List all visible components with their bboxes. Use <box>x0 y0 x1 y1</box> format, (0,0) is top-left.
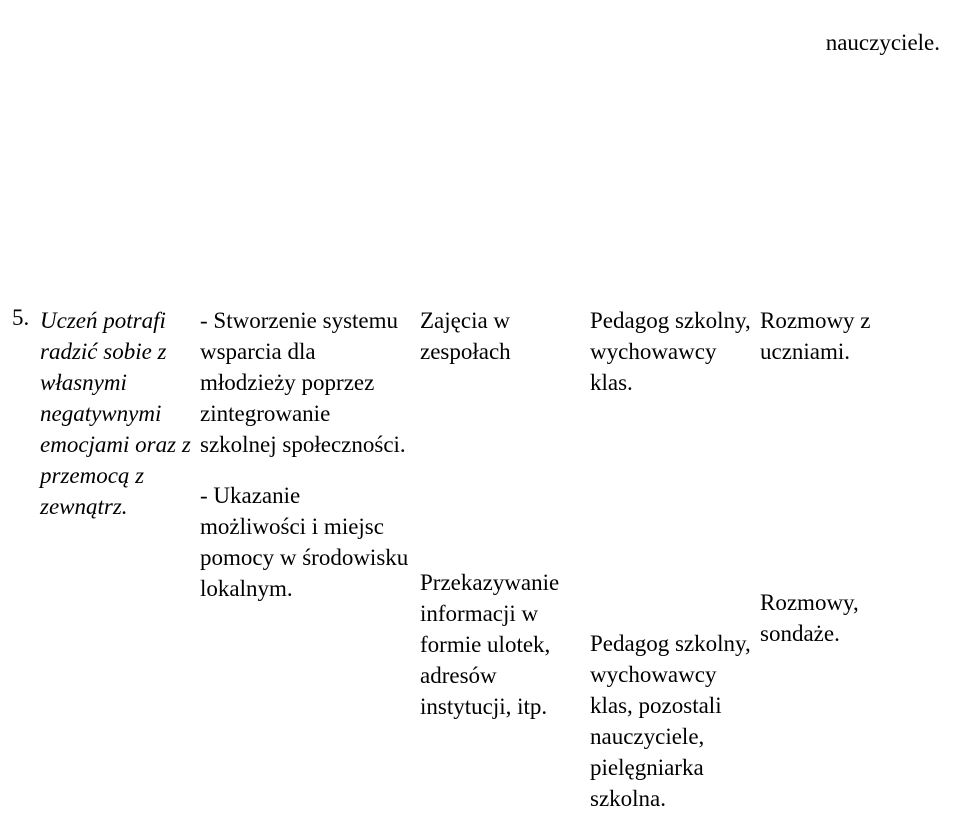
goal-text: Uczeń potrafi radzić sobie z własnymi ne… <box>40 305 192 522</box>
spacer <box>590 418 752 628</box>
spacer <box>420 387 582 567</box>
responsible-1: Pedagog szkolny, wychowawcy klas. <box>590 305 752 398</box>
responsible-2: Pedagog szkolny, wychowawcy klas, pozost… <box>590 628 752 814</box>
col-forms: Zajęcia w zespołach Przekazywanie inform… <box>420 305 590 834</box>
evaluation-2: Rozmowy, sondaże. <box>760 587 900 649</box>
table-row: 5. Uczeń potrafi radzić sobie z własnymi… <box>0 305 960 834</box>
evaluation-1: Rozmowy z uczniami. <box>760 305 900 367</box>
form-1: Zajęcia w zespołach <box>420 305 582 367</box>
col-evaluation: Rozmowy z uczniami. Rozmowy, sondaże. <box>760 305 900 834</box>
col-goal: Uczeń potrafi radzić sobie z własnymi ne… <box>40 305 200 834</box>
document-page: nauczyciele. 5. Uczeń potrafi radzić sob… <box>0 0 960 818</box>
form-2: Przekazywanie informacji w formie ulotek… <box>420 567 582 722</box>
col-tasks: - Stworzenie systemu wsparcia dla młodzi… <box>200 305 420 834</box>
top-right-text: nauczyciele. <box>826 30 940 56</box>
task-2: - Ukazanie możliwości i miejsc pomocy w … <box>200 480 412 604</box>
col-responsible: Pedagog szkolny, wychowawcy klas. Pedago… <box>590 305 760 834</box>
spacer <box>760 387 900 587</box>
task-1: - Stworzenie systemu wsparcia dla młodzi… <box>200 305 412 460</box>
row-number: 5. <box>0 305 40 834</box>
